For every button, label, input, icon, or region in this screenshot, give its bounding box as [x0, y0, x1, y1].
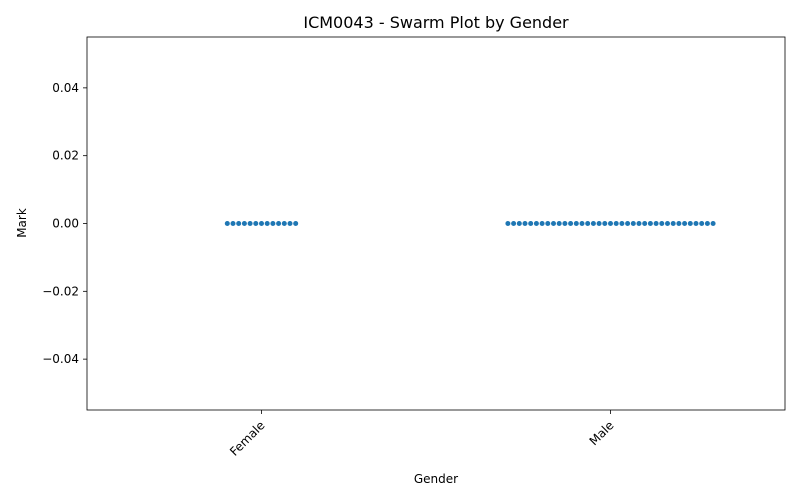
data-point — [665, 221, 670, 226]
data-point — [556, 221, 562, 226]
data-point — [293, 221, 299, 226]
data-point — [636, 221, 642, 226]
data-point — [539, 221, 545, 226]
data-point — [687, 221, 693, 226]
data-point — [253, 221, 259, 226]
data-point — [619, 221, 625, 226]
y-tick-label: 0.00 — [52, 217, 79, 231]
data-point — [613, 221, 619, 226]
data-point — [259, 221, 264, 226]
y-axis-label: Mark — [15, 208, 29, 238]
x-axis-label: Gender — [414, 472, 458, 486]
data-point — [522, 221, 528, 226]
data-point — [281, 221, 287, 226]
data-point — [573, 221, 579, 226]
data-point — [590, 221, 596, 226]
data-point — [659, 221, 665, 226]
data-point — [699, 221, 705, 226]
data-point — [533, 221, 539, 226]
data-point — [647, 221, 653, 226]
data-point — [247, 221, 253, 226]
data-point — [545, 221, 551, 226]
data-point — [602, 221, 608, 226]
data-point — [596, 221, 602, 226]
data-point — [270, 221, 276, 226]
chart-title: ICM0043 - Swarm Plot by Gender — [303, 13, 569, 32]
data-point — [287, 221, 293, 226]
data-point — [516, 221, 522, 226]
data-point — [585, 221, 591, 226]
data-point — [682, 221, 688, 226]
data-point — [710, 221, 716, 226]
data-point — [511, 221, 517, 226]
data-point — [276, 221, 282, 226]
data-point — [264, 221, 270, 226]
data-point — [642, 221, 648, 226]
data-point — [653, 221, 659, 226]
data-point — [236, 221, 242, 226]
data-point — [579, 221, 585, 226]
data-point — [562, 221, 568, 226]
data-point — [676, 221, 682, 226]
data-point — [230, 221, 236, 226]
data-point — [505, 221, 511, 226]
data-point — [693, 221, 699, 226]
data-point — [551, 221, 556, 226]
data-point — [625, 221, 631, 226]
data-point — [670, 221, 676, 226]
data-point — [224, 221, 230, 226]
y-tick-label: 0.04 — [52, 81, 79, 95]
data-point — [704, 221, 710, 226]
x-tick-label: Male — [587, 418, 617, 448]
y-tick-label: −0.02 — [42, 284, 79, 298]
x-tick-label: Female — [227, 418, 268, 459]
data-point — [568, 221, 574, 226]
y-tick-label: 0.02 — [52, 149, 79, 163]
data-point — [630, 221, 636, 226]
data-point — [608, 221, 613, 226]
data-point — [528, 221, 534, 226]
data-point — [241, 221, 247, 226]
plot-area: −0.04 −0.02 0.00 0.02 0.04 Female Male — [42, 36, 786, 459]
y-tick-label: −0.04 — [42, 352, 79, 366]
